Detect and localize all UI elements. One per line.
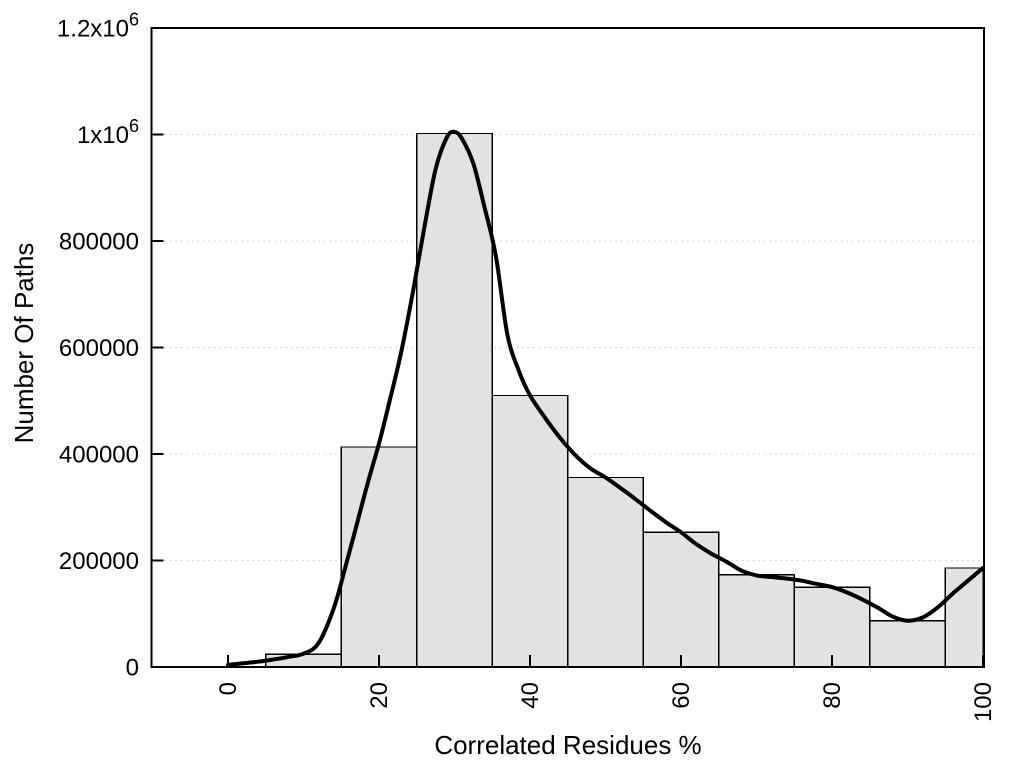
y-tick-label: 0 [126, 655, 139, 682]
density-curve [226, 129, 985, 667]
histogram-bar [718, 574, 795, 668]
y-tick-label: 200000 [59, 548, 139, 575]
y-axis-title: Number Of Paths [9, 243, 39, 444]
axis-layer [150, 27, 985, 668]
bar-layer [265, 132, 984, 668]
y-tick-exponent: 6 [129, 10, 139, 30]
label-layer: 0 20 40 60 80 100 0 200000 400000 600000 800000 1x1… [57, 10, 997, 723]
y-tick-label: 1x106 [77, 116, 139, 149]
x-tick-label: 0 [215, 682, 242, 695]
histogram-bar [869, 620, 946, 668]
x-axis-title: Correlated Residues % [434, 730, 701, 760]
histogram-bar [340, 446, 418, 668]
y-tick-label: 800000 [59, 229, 139, 256]
x-tick-label: 60 [668, 682, 695, 709]
y-tick-exponent: 6 [129, 116, 139, 136]
x-tick-label: 100 [970, 682, 997, 722]
grid-layer [153, 134, 982, 561]
x-tick-label: 40 [517, 682, 544, 709]
histogram-bar [416, 132, 493, 668]
histogram-bar [567, 476, 644, 668]
x-tick-label: 20 [366, 682, 393, 709]
y-tick-label: 600000 [59, 335, 139, 362]
y-tick-label: 400000 [59, 442, 139, 469]
curve-layer [226, 129, 985, 667]
x-tick-label: 80 [819, 682, 846, 709]
y-tick-label: 1.2x106 [57, 10, 139, 43]
